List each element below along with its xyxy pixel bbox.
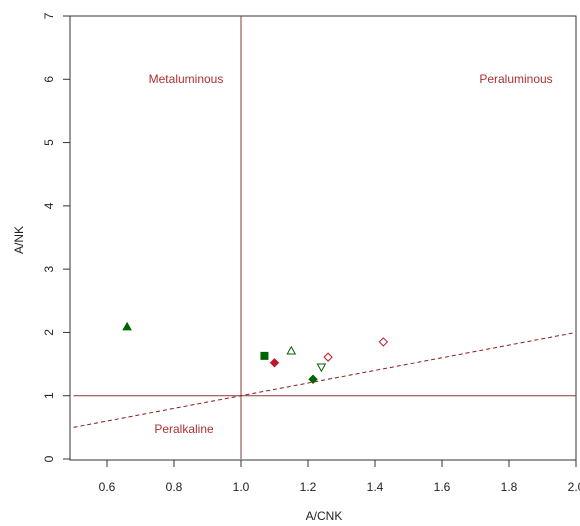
data-point xyxy=(378,337,389,347)
x-tick-label: 2.0 xyxy=(568,480,580,494)
data-point xyxy=(269,358,280,368)
x-axis-title: A/CNK xyxy=(306,509,343,523)
region-label: Peralkaline xyxy=(154,422,214,436)
y-tick-label: 3 xyxy=(42,265,56,272)
data-point xyxy=(286,345,297,355)
data-point xyxy=(316,363,327,373)
data-point xyxy=(308,374,318,384)
y-tick-label: 5 xyxy=(42,139,56,146)
y-tick-label: 6 xyxy=(42,76,56,83)
x-tick-label: 1.4 xyxy=(367,480,384,494)
plot-frame xyxy=(69,15,577,461)
y-tick-label: 4 xyxy=(42,202,56,209)
reference-line xyxy=(73,331,577,428)
x-tick-label: 1.0 xyxy=(233,480,250,494)
y-axis-title: A/NK xyxy=(12,226,26,254)
x-tick-label: 1.2 xyxy=(300,480,317,494)
region-label: Peraluminous xyxy=(479,72,552,86)
y-tick-label: 2 xyxy=(42,329,56,336)
x-tick-label: 1.8 xyxy=(501,480,518,494)
data-point xyxy=(323,352,333,362)
y-tick-label: 1 xyxy=(42,392,56,399)
x-tick-label: 0.8 xyxy=(166,480,183,494)
data-point xyxy=(122,321,132,331)
y-tick-label: 7 xyxy=(42,12,56,19)
region-label: Metaluminous xyxy=(149,72,224,86)
y-tick-label: 0 xyxy=(42,455,56,462)
data-point xyxy=(260,351,269,360)
x-tick-label: 1.6 xyxy=(434,480,451,494)
x-tick-label: 0.6 xyxy=(99,480,116,494)
